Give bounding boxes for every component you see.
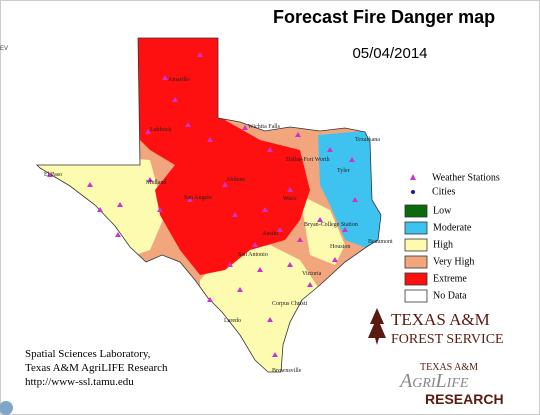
legend-swatch — [404, 289, 428, 303]
zone — [130, 38, 310, 275]
city-label: Bryan-College Station — [304, 222, 358, 228]
logo-text: TEXAS A&M — [391, 310, 490, 329]
station-marker — [237, 287, 243, 292]
logo-text: TEXAS A&M — [420, 362, 478, 373]
legend-label: Cities — [432, 186, 455, 197]
station-marker — [242, 125, 248, 130]
station-marker — [252, 242, 258, 247]
agrilife-logo: TEXAS A&M AgriLife RESEARCH — [398, 362, 504, 407]
title: Forecast Fire Danger map — [273, 7, 495, 27]
station-marker — [272, 352, 278, 357]
station-marker — [227, 262, 233, 267]
legend-label: Moderate — [433, 222, 472, 233]
forest-service-logo: TEXAS A&M FOREST SERVICE — [368, 308, 504, 347]
logo-text: FOREST SERVICE — [391, 332, 504, 347]
city-label: Midland — [146, 180, 166, 186]
logo-tree — [368, 308, 386, 345]
legend-label: Extreme — [433, 273, 467, 284]
city-label: Laredo — [224, 318, 241, 324]
city-label: Lubbock — [150, 127, 171, 133]
legend: Weather Stations Cities Low Moderate High Ver… — [404, 172, 500, 303]
city-label: Corpus Christi — [272, 301, 308, 307]
legend-label: No Data — [433, 290, 467, 301]
state-outline — [36, 37, 382, 373]
legend-symbol — [411, 190, 415, 194]
city-label: Brownsville — [272, 368, 302, 374]
city-labels: Amarillo Lubbock Wichita Falls Texarkana… — [44, 77, 393, 374]
city-label: Austin — [262, 231, 278, 237]
logo-text: RESEARCH — [425, 391, 504, 407]
credit-line: Spatial Sciences Laboratory, — [25, 348, 151, 360]
station-marker — [172, 97, 178, 102]
station-marker — [97, 207, 103, 212]
station-marker — [295, 132, 301, 137]
weather-stations — [47, 52, 358, 357]
legend-label: Weather Stations — [432, 172, 500, 183]
station-marker — [349, 157, 355, 162]
legend-label: High — [433, 239, 453, 250]
legend-swatch — [404, 255, 428, 269]
zone — [37, 150, 165, 260]
station-marker — [277, 227, 283, 232]
legend-label: Low — [433, 205, 452, 216]
station-marker — [147, 177, 153, 182]
city-label: Dallas-Fort Worth — [286, 157, 330, 163]
city-label: San Angelo — [184, 195, 212, 201]
station-marker — [117, 202, 123, 207]
station-marker — [332, 257, 338, 262]
station-marker — [207, 137, 213, 142]
credit-line: http://www-ssl.tamu.edu — [25, 376, 134, 388]
station-marker — [187, 197, 193, 202]
zone — [300, 195, 345, 265]
station-marker — [257, 267, 263, 272]
station-marker — [87, 182, 93, 187]
station-marker — [232, 212, 238, 217]
station-marker — [207, 297, 213, 302]
station-marker — [327, 147, 333, 152]
legend-symbol — [410, 174, 416, 180]
station-marker — [145, 129, 151, 134]
legend-swatch — [404, 272, 428, 286]
city-label: Houston — [330, 244, 350, 250]
city-label: Texarkana — [355, 137, 380, 143]
station-marker — [162, 75, 168, 80]
city-label: Tyler — [337, 168, 350, 174]
city-label: El Paso — [44, 172, 62, 178]
station-marker — [185, 122, 191, 127]
legend-swatch — [404, 221, 428, 235]
city-label: Amarillo — [168, 77, 190, 83]
legend-swatch — [404, 204, 428, 218]
station-marker — [267, 317, 273, 322]
station-marker — [197, 52, 203, 57]
station-marker — [297, 237, 303, 242]
station-marker — [222, 182, 228, 187]
date: 05/04/2014 — [352, 45, 427, 62]
station-marker — [287, 262, 293, 267]
globe-icon — [0, 401, 13, 415]
credit-line: Texas A&M AgriLIFE Research — [25, 362, 168, 374]
station-marker — [47, 172, 53, 177]
city-label: Abilene — [226, 177, 245, 183]
station-marker — [317, 217, 323, 222]
city-label: Victoria — [302, 271, 322, 277]
station-marker — [115, 232, 121, 237]
station-marker — [352, 197, 358, 202]
station-marker — [262, 207, 268, 212]
credits: Spatial Sciences Laboratory, Texas A&M A… — [25, 348, 168, 388]
legend-label: Very High — [433, 256, 474, 267]
city-label: Waco — [283, 196, 297, 202]
station-marker — [307, 282, 313, 287]
logo-text: AgriLife — [398, 370, 469, 392]
station-marker — [267, 147, 273, 152]
edge-label: EV — [0, 46, 8, 52]
legend-swatch — [404, 238, 428, 252]
city-label: Beaumont — [368, 239, 393, 245]
station-marker — [287, 187, 293, 192]
station-marker — [342, 227, 348, 232]
city-label: San Antonio — [238, 252, 268, 258]
city-label: Wichita Falls — [248, 124, 281, 130]
station-marker — [157, 207, 163, 212]
